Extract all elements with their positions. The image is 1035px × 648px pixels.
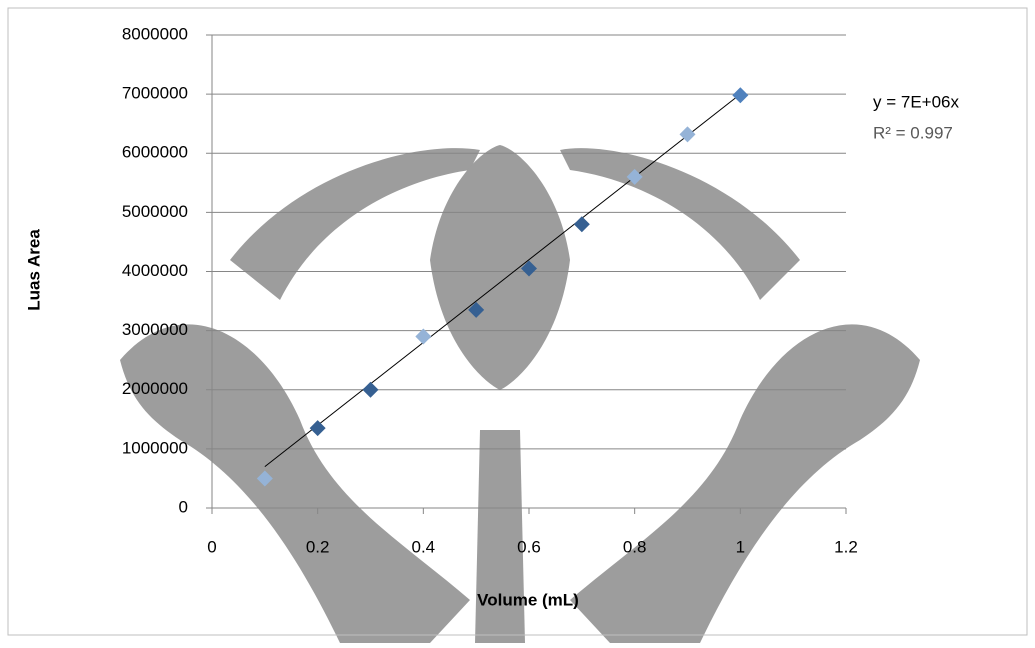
x-tick-label: 0.6 [517, 537, 541, 556]
chart: Volume (mL) Luas Area y = 7E+06x R² = 0.… [0, 0, 1035, 643]
point [574, 216, 590, 232]
point [363, 382, 379, 398]
equation: y = 7E+06x [873, 92, 960, 111]
r-squared: R² = 0.997 [873, 123, 953, 142]
x-tick-label: 1.2 [834, 537, 858, 556]
y-tick-label: 0 [179, 497, 188, 516]
y-tick-label: 5000000 [122, 202, 188, 221]
y-tick-label: 2000000 [122, 379, 188, 398]
x-tick-label: 0.4 [412, 537, 436, 556]
x-tick-label: 0 [207, 537, 216, 556]
y-tick-label: 8000000 [122, 24, 188, 43]
x-tick-label: 0.2 [306, 537, 330, 556]
y-axis-label: Luas Area [24, 229, 43, 311]
x-axis-label: Volume (mL) [477, 590, 579, 609]
y-tick-label: 1000000 [122, 438, 188, 457]
point [732, 87, 748, 103]
y-tick-label: 6000000 [122, 143, 188, 162]
x-tick-label: 1 [736, 537, 745, 556]
x-tick-label: 0.8 [623, 537, 647, 556]
y-tick-label: 4000000 [122, 261, 188, 280]
y-tick-label: 3000000 [122, 320, 188, 339]
watermark [120, 145, 920, 643]
y-tick-label: 7000000 [122, 84, 188, 103]
point [310, 420, 326, 436]
